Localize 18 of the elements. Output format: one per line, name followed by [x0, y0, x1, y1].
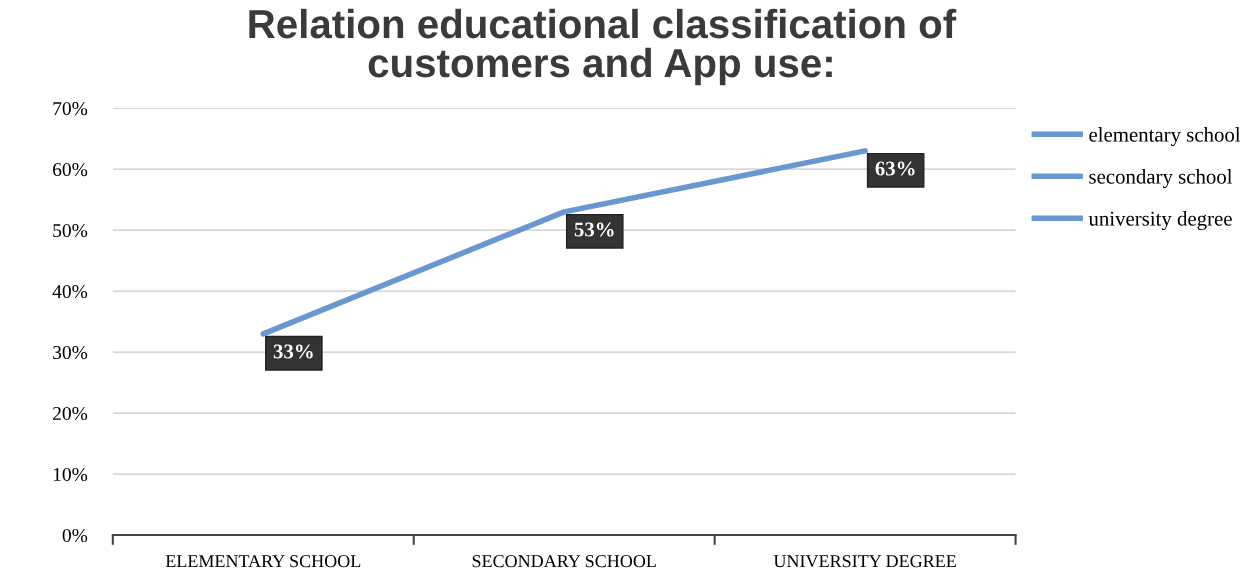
x-tick-label: UNIVERSITY DEGREE	[773, 555, 956, 568]
chart-title: Relation educational classification of customers and App use:	[249, 8, 957, 86]
legend-label: secondary school	[1089, 169, 1233, 189]
y-tick-label: 20%	[53, 406, 88, 421]
legend-label: university degree	[1088, 211, 1232, 231]
y-tick-label: 60%	[53, 162, 88, 177]
y-tick-label: 70%	[53, 102, 88, 116]
data-label: 63%	[875, 161, 915, 176]
x-tick-label: SECONDARY SCHOOL	[472, 555, 656, 568]
data-label: 33%	[273, 344, 313, 359]
y-tick-label: 0%	[62, 528, 88, 543]
x-tick-label: ELEMENTARY SCHOOL	[165, 555, 361, 568]
y-tick-label: 10%	[53, 467, 88, 482]
data-label: 53%	[574, 222, 614, 237]
legend-label: elementary school	[1089, 127, 1240, 147]
y-tick-label: 50%	[53, 223, 88, 238]
y-tick-label: 40%	[52, 284, 88, 299]
y-tick-label: 30%	[53, 345, 88, 360]
